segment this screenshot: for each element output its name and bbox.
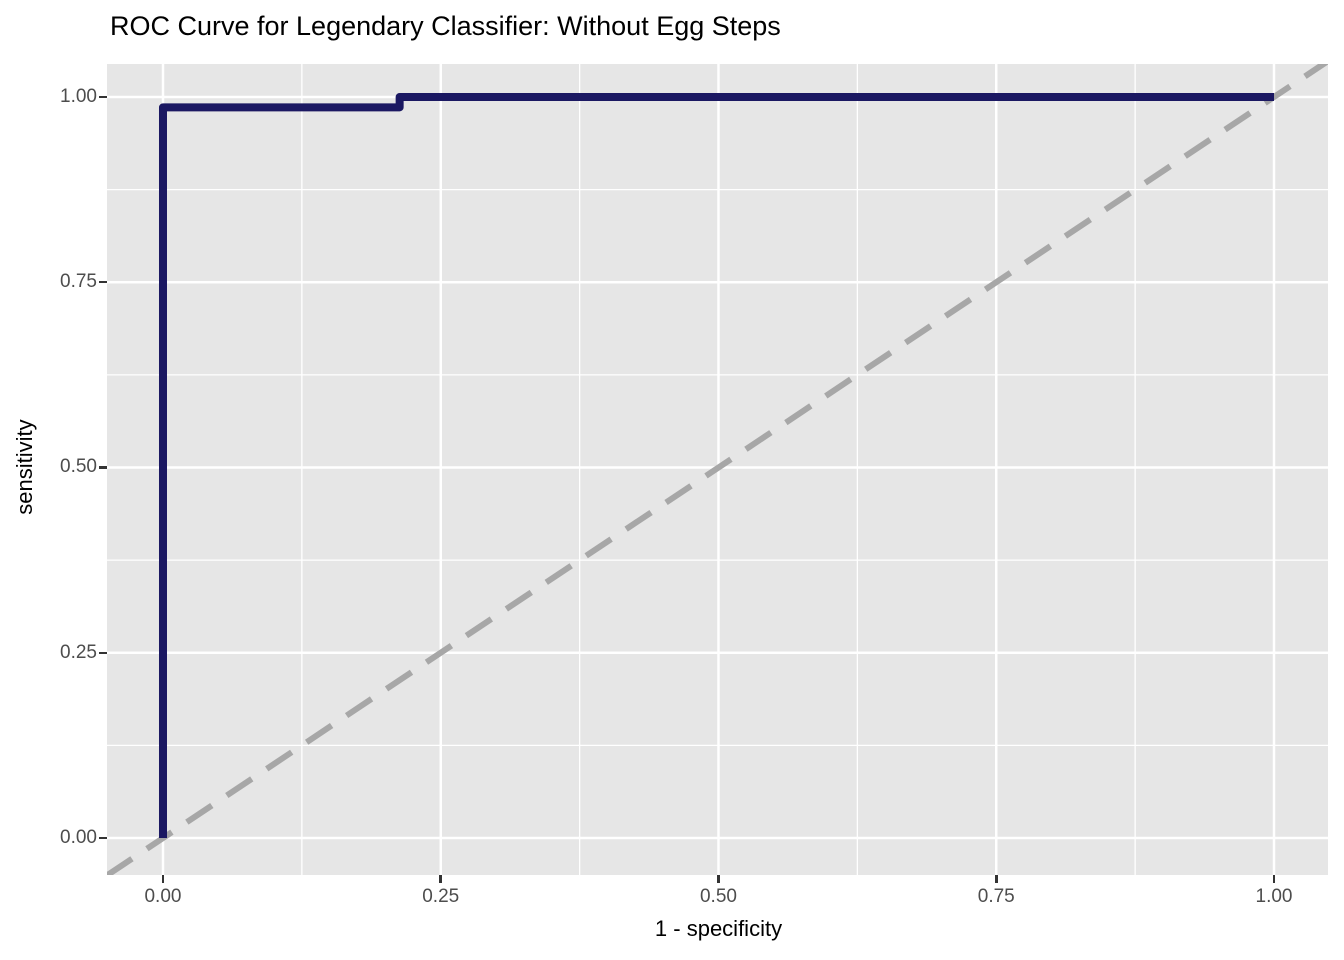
x-tick-label: 0.75: [977, 886, 1015, 907]
y-tick-label: 0.75: [60, 271, 97, 293]
x-axis-label: 1 - specificity: [654, 916, 783, 941]
reference-diagonal-line: [107, 64, 1328, 875]
roc-curve-line: [158, 92, 1275, 839]
y-axis-tick: [99, 836, 107, 840]
y-axis-tick: [99, 280, 107, 284]
y-tick-label: 0.00: [60, 827, 97, 849]
chart-title: ROC Curve for Legendary Classifier: With…: [110, 11, 781, 41]
y-axis-label: sensitivity: [12, 419, 37, 515]
x-axis-tick: [161, 875, 165, 883]
x-axis-tick: [717, 875, 720, 883]
x-tick-label: 1.00: [1255, 886, 1293, 907]
y-tick-label: 0.50: [60, 456, 97, 478]
y-tick-label: 1.00: [60, 85, 97, 107]
plot-svg: [107, 64, 1328, 875]
x-axis-tick: [995, 875, 998, 883]
y-axis-tick: [99, 95, 107, 99]
plot-panel: [107, 64, 1328, 875]
y-axis-tick: [99, 466, 107, 469]
x-axis-tick: [439, 875, 442, 883]
y-tick-label: 0.25: [60, 641, 97, 663]
x-tick-label: 0.50: [699, 886, 737, 907]
x-tick-label: 0.00: [144, 886, 182, 907]
x-axis-tick: [1272, 875, 1276, 883]
x-tick-label: 0.25: [422, 886, 460, 907]
y-axis-tick: [99, 651, 107, 654]
